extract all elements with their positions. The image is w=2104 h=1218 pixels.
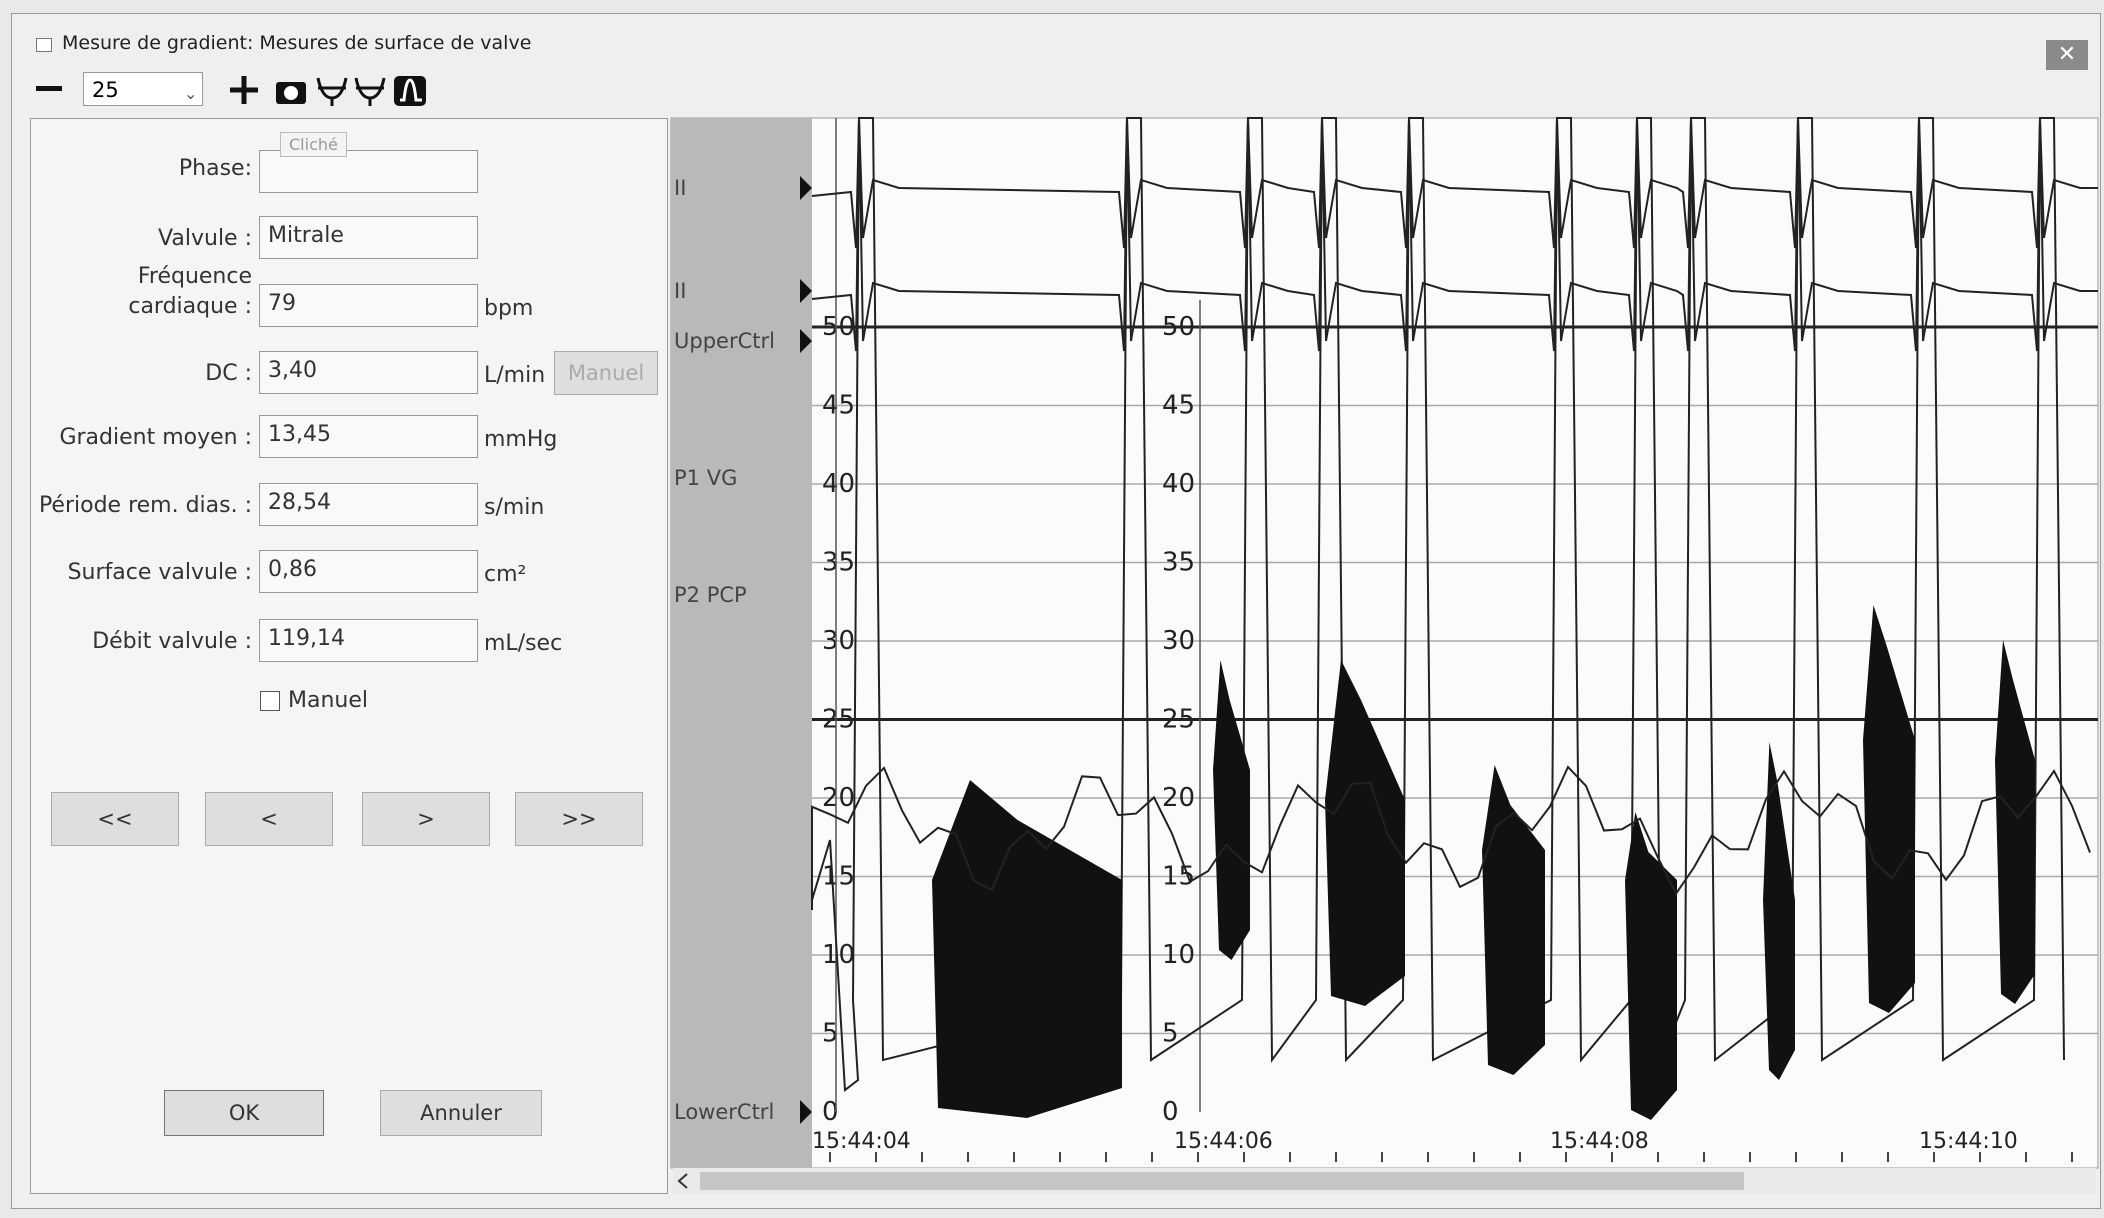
field-input[interactable]: 28,54 [259,483,478,526]
scale-label: 45 [822,391,855,421]
nav-button[interactable]: > [362,792,490,846]
scale-label: 0 [1162,1097,1179,1127]
channel-label: LowerCtrl [674,1100,774,1124]
scale-label: 20 [822,783,855,813]
scale-label: 15 [1162,862,1195,892]
field-label: Débit valvule : [22,629,252,654]
scale-label: 45 [1162,391,1195,421]
nav-button[interactable]: << [51,792,179,846]
field-label: Surface valvule : [22,560,252,585]
time-label: 15:44:08 [1550,1129,1649,1154]
scale-label: 50 [822,312,855,342]
scale-label: 30 [1162,626,1195,656]
channel-label: UpperCtrl [674,329,775,353]
scale-label: 35 [822,548,855,578]
field-label: DC : [22,361,252,386]
scale-label: 25 [1162,705,1195,735]
nav-button[interactable]: < [205,792,333,846]
field-label: cardiaque : [22,294,252,319]
field-unit: s/min [484,495,544,520]
scale-label: 10 [1162,940,1195,970]
nav-button[interactable]: >> [515,792,643,846]
field-unit: mmHg [484,427,557,452]
field-unit: mL/sec [484,631,562,656]
field-input[interactable]: 79 [259,284,478,327]
scale-label: 10 [822,940,855,970]
scale-label: 25 [822,705,855,735]
field-unit: cm² [484,562,526,587]
field-label: Fréquence [22,264,252,289]
scale-label: 15 [822,862,855,892]
channel-column [671,118,812,1168]
page: Mesure de gradient: Mesures de surface d… [0,0,2104,1218]
time-label: 15:44:04 [812,1129,911,1154]
scroll-thumb[interactable] [700,1172,1744,1190]
field-input[interactable]: 3,40 [259,351,478,394]
scale-label: 40 [822,469,855,499]
scale-label: 20 [1162,783,1195,813]
channel-label: II [674,279,686,303]
scale-label: 40 [1162,469,1195,499]
channel-label: P1 VG [674,466,737,490]
field-label: Période rem. dias. : [22,493,252,518]
field-label: Valvule : [22,226,252,251]
field-unit: bpm [484,296,533,321]
field-label: Gradient moyen : [22,425,252,450]
field-input[interactable]: 0,86 [259,550,478,593]
field-input[interactable]: Mitrale [259,216,478,259]
scale-label: 30 [822,626,855,656]
waveform-view: II II UpperCtrl P1 VG P2 PCP LowerCtrl 50 50 45 4… [0,0,2104,1218]
channel-label: II [674,176,686,200]
field-unit: L/min [484,363,545,388]
time-label: 15:44:06 [1174,1129,1273,1154]
time-label: 15:44:10 [1919,1129,2018,1154]
scale-label: 50 [1162,312,1195,342]
channel-label: P2 PCP [674,583,747,607]
scale-label: 35 [1162,548,1195,578]
field-input[interactable]: 13,45 [259,415,478,458]
field-input[interactable]: 119,14 [259,619,478,662]
manual-button[interactable]: Manuel [554,351,658,395]
